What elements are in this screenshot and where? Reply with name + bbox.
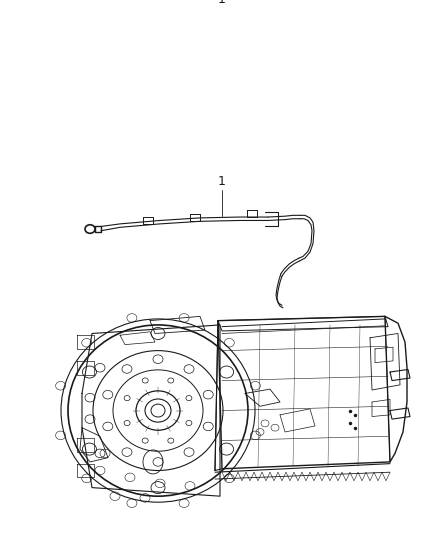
Text: 1: 1	[217, 0, 225, 6]
Text: 1: 1	[218, 175, 226, 188]
